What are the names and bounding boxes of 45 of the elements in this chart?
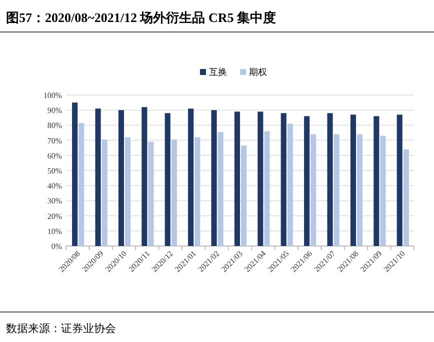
y-tick-label: 80% <box>47 121 62 130</box>
y-tick-label: 30% <box>47 196 62 206</box>
bar <box>148 142 154 246</box>
bar <box>264 131 270 246</box>
bar <box>234 112 240 246</box>
bar <box>142 107 148 246</box>
bar <box>211 110 217 246</box>
y-tick-label: 60% <box>47 151 62 160</box>
y-tick-label: 70% <box>47 136 62 146</box>
source-note: 数据来源：证券业协会 <box>6 322 116 335</box>
chart-title: 图57：2020/08~2021/12 场外衍生品 CR5 集中度 <box>6 10 276 25</box>
y-tick-label: 10% <box>47 226 62 236</box>
y-tick-label: 40% <box>47 182 62 191</box>
bar <box>380 136 386 246</box>
bar <box>102 140 108 246</box>
bar <box>95 108 101 246</box>
y-tick-label: 20% <box>47 212 62 221</box>
legend-label: 期权 <box>249 67 267 77</box>
bar <box>171 140 177 246</box>
bar <box>241 146 247 246</box>
bar <box>374 116 380 246</box>
y-tick-label: 100% <box>43 91 62 100</box>
bar <box>334 134 340 246</box>
bar <box>218 132 224 246</box>
bar <box>357 134 363 246</box>
bar <box>403 149 409 246</box>
bar <box>287 124 293 246</box>
bar <box>125 137 131 246</box>
bar <box>258 112 264 246</box>
bar <box>78 122 84 246</box>
bar <box>164 113 170 246</box>
bar <box>194 137 200 246</box>
y-tick-label: 90% <box>47 106 62 116</box>
y-tick-label: 50% <box>47 166 62 176</box>
bar <box>280 113 286 246</box>
legend-label: 互换 <box>209 67 227 77</box>
bar <box>72 102 78 246</box>
bar <box>327 113 333 246</box>
bar <box>310 134 316 246</box>
y-tick-label: 0% <box>51 242 62 251</box>
bar <box>396 114 402 246</box>
bar <box>118 110 124 246</box>
bar <box>188 108 194 246</box>
bar <box>304 116 310 246</box>
bar <box>350 114 356 246</box>
